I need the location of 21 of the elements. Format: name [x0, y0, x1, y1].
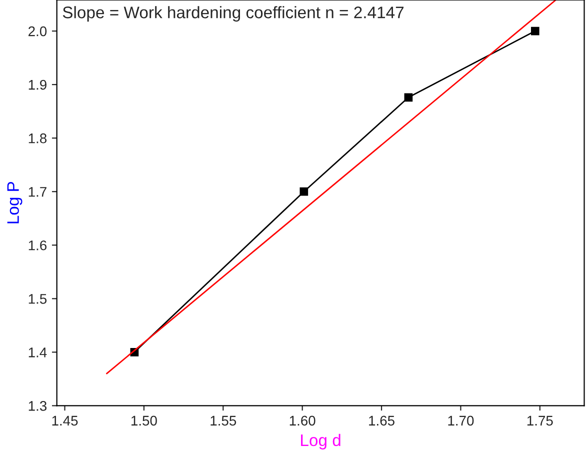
point: [530, 26, 540, 36]
x-tick-label: 1.65: [369, 416, 394, 426]
y-tick-label: 1.5: [28, 294, 47, 304]
x-tick-label: 1.70: [448, 416, 474, 426]
y-tick-label: 1.6: [28, 240, 47, 250]
y-tick-label: 1.3: [28, 401, 47, 411]
y-tick-label: 1.8: [28, 133, 47, 144]
y-tick-label: 1.7: [28, 187, 46, 197]
x-tick-label: 1.55: [210, 416, 236, 426]
annotation: Slope = Work hardening coefficient n = 2.4147: [62, 6, 404, 22]
point: [404, 93, 413, 102]
point: [300, 187, 308, 196]
x-tick-label: 1.60: [290, 416, 316, 426]
y-tick-label: 1.9: [28, 80, 46, 90]
y-tick-label: 1.4: [28, 348, 47, 358]
x-tick-label: 1.75: [527, 416, 553, 426]
y-axis-title: Log P: [7, 182, 22, 224]
x-tick-label: 1.50: [131, 416, 157, 426]
x-tick-label: 1.45: [52, 416, 78, 426]
y-tick-label: 2.0: [28, 26, 47, 36]
x-axis-title: Log d: [301, 434, 340, 450]
